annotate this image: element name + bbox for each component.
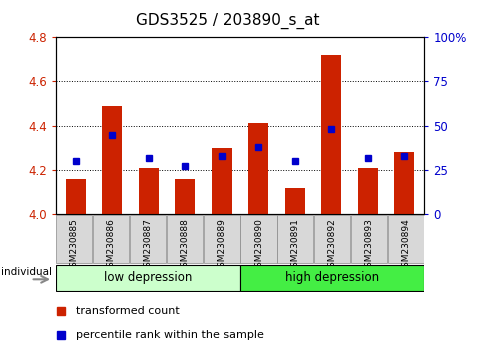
Bar [320,55,341,214]
Text: low depression: low depression [104,271,192,284]
Text: GSM230893: GSM230893 [364,218,373,273]
Bar [284,188,304,214]
Text: GSM230889: GSM230889 [217,218,226,273]
Bar [175,179,195,214]
Bar [240,265,423,291]
Bar [138,168,159,214]
Text: GSM230890: GSM230890 [254,218,262,273]
Bar [203,215,239,263]
Bar [277,215,313,263]
Text: high depression: high depression [285,271,378,284]
Bar [387,215,423,263]
Text: GSM230885: GSM230885 [70,218,78,273]
Bar [248,124,268,214]
Bar [56,265,239,291]
Text: GSM230894: GSM230894 [401,218,409,273]
Bar [357,168,377,214]
Bar [102,106,122,214]
Text: GSM230891: GSM230891 [290,218,299,273]
Bar [66,179,86,214]
Text: GSM230892: GSM230892 [327,218,336,273]
Text: GDS3525 / 203890_s_at: GDS3525 / 203890_s_at [136,12,319,29]
Text: GSM230887: GSM230887 [143,218,152,273]
Text: GSM230888: GSM230888 [180,218,189,273]
Bar [240,215,276,263]
Bar [166,215,202,263]
Bar [393,152,413,214]
Bar [212,148,231,214]
Bar [93,215,129,263]
Bar [130,215,166,263]
Bar [314,215,349,263]
Bar [350,215,386,263]
Bar [56,215,92,263]
Text: GSM230886: GSM230886 [106,218,115,273]
Text: percentile rank within the sample: percentile rank within the sample [76,330,263,340]
Text: individual: individual [1,267,52,276]
Text: transformed count: transformed count [76,306,180,316]
